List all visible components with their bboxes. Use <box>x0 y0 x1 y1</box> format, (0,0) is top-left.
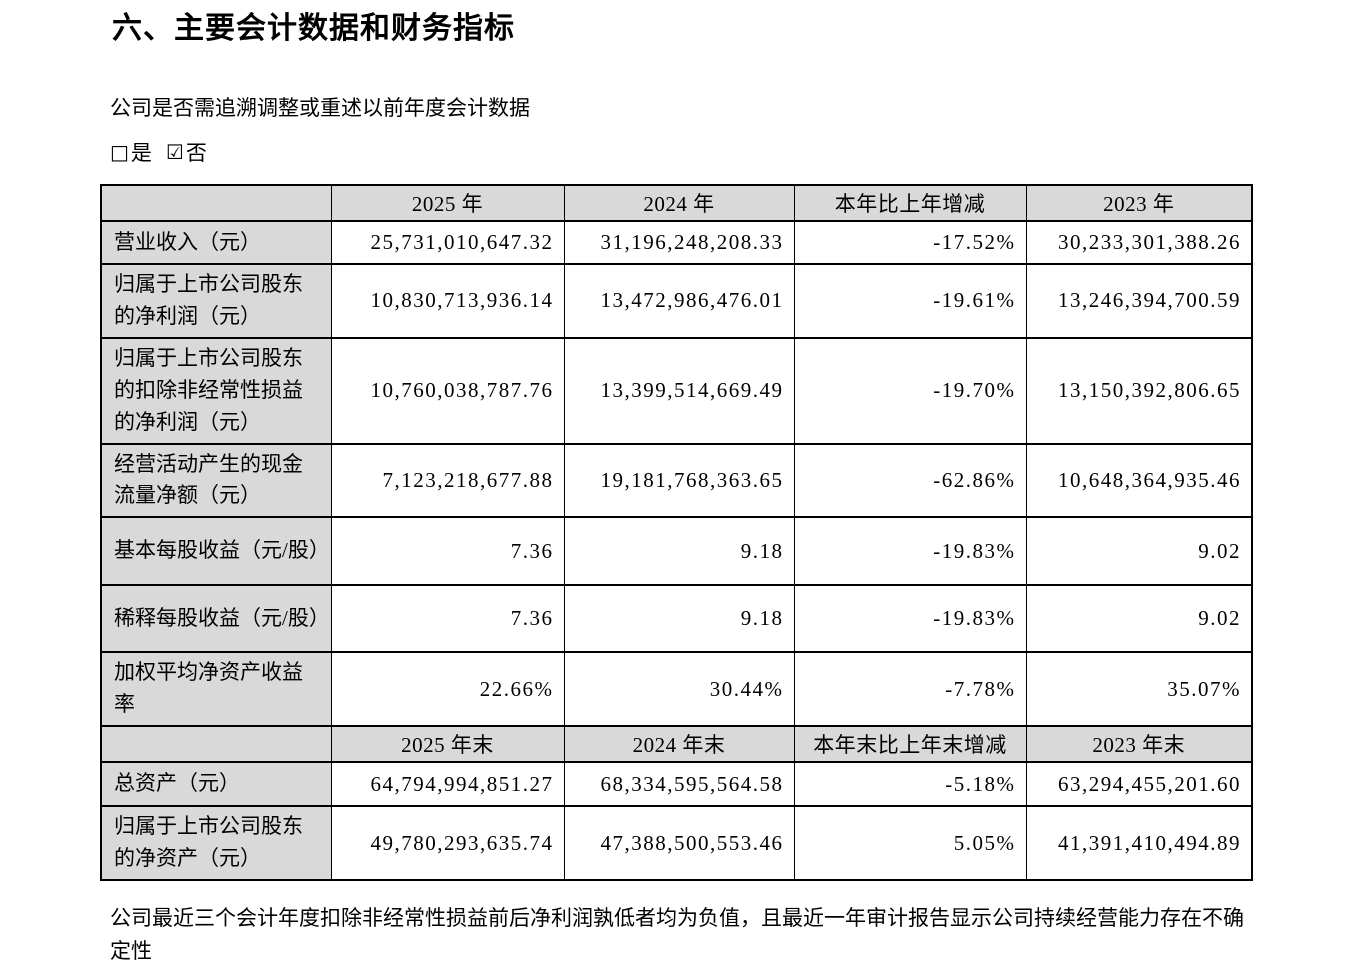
cell-2023: 13,246,394,700.59 <box>1025 263 1253 339</box>
cell-2025: 22.66% <box>330 651 565 728</box>
cell-2024: 68,334,595,564.58 <box>563 761 795 808</box>
row-label: 稀释每股收益（元/股） <box>100 584 332 654</box>
header-blank <box>100 725 332 764</box>
cell-2023: 9.02 <box>1025 516 1253 587</box>
cell-2025: 49,780,293,635.74 <box>330 805 565 881</box>
col-header-2025: 2025 年 <box>330 184 565 222</box>
cell-change: -62.86% <box>793 442 1027 519</box>
row-label: 总资产（元） <box>100 761 332 808</box>
table-row-net-assets: 归属于上市公司股东的净资产（元） 49,780,293,635.74 47,38… <box>100 805 1253 881</box>
cell-2023: 41,391,410,494.89 <box>1025 805 1253 881</box>
cell-2024: 47,388,500,553.46 <box>563 805 795 881</box>
cell-2024: 13,472,986,476.01 <box>563 263 795 339</box>
table-row-diluted-eps: 稀释每股收益（元/股） 7.36 9.18 -19.83% 9.02 <box>100 584 1253 654</box>
cell-2024: 19,181,768,363.65 <box>563 442 795 519</box>
col-header-2024: 2024 年 <box>563 184 795 222</box>
header-blank <box>100 184 332 222</box>
row-label: 经营活动产生的现金流量净额（元） <box>100 442 332 519</box>
cell-2025: 25,731,010,647.32 <box>330 220 565 265</box>
table-row-weighted-avg-roe: 加权平均净资产收益率 22.66% 30.44% -7.78% 35.07% <box>100 651 1253 728</box>
row-label: 归属于上市公司股东的净资产（元） <box>100 805 332 881</box>
row-label: 基本每股收益（元/股） <box>100 516 332 587</box>
cell-2024: 9.18 <box>563 516 795 587</box>
restatement-options: □ 是 ☑ 否 <box>110 137 1253 167</box>
cell-2023: 63,294,455,201.60 <box>1025 761 1253 808</box>
cell-change: -17.52% <box>793 220 1027 265</box>
cell-change: -19.83% <box>793 584 1027 654</box>
col-header-2023-end: 2023 年末 <box>1025 725 1253 764</box>
col-header-end-change: 本年末比上年末增减 <box>793 725 1027 764</box>
cell-2024: 13,399,514,669.49 <box>563 336 795 445</box>
cell-2025: 7.36 <box>330 584 565 654</box>
cell-2024: 30.44% <box>563 651 795 728</box>
col-header-change: 本年比上年增减 <box>793 184 1027 222</box>
cell-2025: 10,760,038,787.76 <box>330 336 565 445</box>
col-header-2023: 2023 年 <box>1025 184 1253 222</box>
row-label: 营业收入（元） <box>100 220 332 265</box>
cell-change: -19.61% <box>793 263 1027 339</box>
cell-change: -19.70% <box>793 336 1027 445</box>
financial-indicators-table: 2025 年 2024 年 本年比上年增减 2023 年 营业收入（元） 25,… <box>100 184 1253 881</box>
table-header-row-year-end: 2025 年末 2024 年末 本年末比上年末增减 2023 年末 <box>100 725 1253 764</box>
cell-2023: 10,648,364,935.46 <box>1025 442 1253 519</box>
checkbox-yes[interactable]: □ 是 <box>110 137 152 167</box>
table-row-operating-cash-flow: 经营活动产生的现金流量净额（元） 7,123,218,677.88 19,181… <box>100 442 1253 519</box>
cell-2025: 7,123,218,677.88 <box>330 442 565 519</box>
cell-2023: 13,150,392,806.65 <box>1025 336 1253 445</box>
checkbox-yes-label: 是 <box>130 141 152 165</box>
cell-2025: 7.36 <box>330 516 565 587</box>
checkbox-no-label: 否 <box>185 141 207 165</box>
restatement-question: 公司是否需追溯调整或重述以前年度会计数据 <box>110 96 530 120</box>
table-row-total-assets: 总资产（元） 64,794,994,851.27 68,334,595,564.… <box>100 761 1253 808</box>
cell-change: -19.83% <box>793 516 1027 587</box>
cell-2025: 10,830,713,936.14 <box>330 263 565 339</box>
cell-change: -5.18% <box>793 761 1027 808</box>
row-label: 归属于上市公司股东的扣除非经常性损益的净利润（元） <box>100 336 332 445</box>
cell-2023: 30,233,301,388.26 <box>1025 220 1253 265</box>
table-row-net-profit-excl-nonrecurring: 归属于上市公司股东的扣除非经常性损益的净利润（元） 10,760,038,787… <box>100 336 1253 445</box>
table-row-net-profit: 归属于上市公司股东的净利润（元） 10,830,713,936.14 13,47… <box>100 263 1253 339</box>
checkbox-unchecked-icon: □ <box>110 140 129 164</box>
going-concern-footnote: 公司最近三个会计年度扣除非经常性损益前后净利润孰低者均为负值，且最近一年审计报告… <box>110 905 1244 963</box>
checkbox-no[interactable]: ☑ 否 <box>166 137 207 167</box>
page-title: 六、主要会计数据和财务指标 <box>112 12 515 45</box>
row-label: 加权平均净资产收益率 <box>100 651 332 728</box>
cell-change: 5.05% <box>793 805 1027 881</box>
cell-2023: 35.07% <box>1025 651 1253 728</box>
cell-2025: 64,794,994,851.27 <box>330 761 565 808</box>
cell-2024: 31,196,248,208.33 <box>563 220 795 265</box>
col-header-2024-end: 2024 年末 <box>563 725 795 764</box>
checkbox-checked-icon: ☑ <box>165 140 184 164</box>
cell-change: -7.78% <box>793 651 1027 728</box>
table-row-basic-eps: 基本每股收益（元/股） 7.36 9.18 -19.83% 9.02 <box>100 516 1253 587</box>
table-row-revenue: 营业收入（元） 25,731,010,647.32 31,196,248,208… <box>100 220 1253 265</box>
cell-2024: 9.18 <box>563 584 795 654</box>
col-header-2025-end: 2025 年末 <box>330 725 565 764</box>
table-header-row-annual: 2025 年 2024 年 本年比上年增减 2023 年 <box>100 184 1253 222</box>
row-label: 归属于上市公司股东的净利润（元） <box>100 263 332 339</box>
cell-2023: 9.02 <box>1025 584 1253 654</box>
